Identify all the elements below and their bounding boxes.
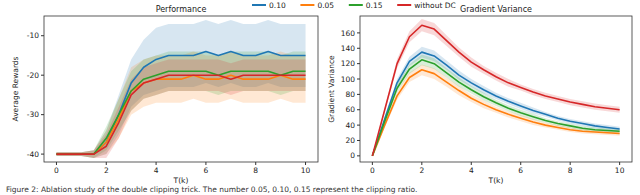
x-tick	[520, 162, 521, 165]
x-tick-label: 0	[370, 166, 375, 175]
series-line	[372, 25, 619, 156]
series-line	[56, 52, 305, 155]
y-tick-label: -20	[27, 71, 39, 80]
std-band	[56, 59, 305, 158]
legend-label: without DC	[414, 1, 456, 10]
y-tick	[41, 75, 44, 76]
legend: 0.10 0.05 0.15 without DC	[252, 1, 456, 10]
chart-title: Gradient Variance	[460, 5, 532, 14]
y-tick	[357, 155, 360, 156]
x-tick-label: 8	[253, 166, 258, 175]
std-band	[56, 52, 305, 159]
x-axis-label: T(k)	[173, 176, 189, 185]
x-tick-label: 6	[518, 166, 523, 175]
x-tick	[255, 162, 256, 165]
y-tick-label: 160	[341, 29, 356, 38]
x-tick-label: 2	[104, 166, 109, 175]
legend-swatch	[252, 4, 266, 6]
x-tick	[570, 162, 571, 165]
y-tick	[357, 109, 360, 110]
y-tick-label: 80	[345, 90, 355, 99]
std-band	[56, 52, 305, 159]
x-tick-label: 0	[54, 166, 59, 175]
chart-title: Performance	[156, 5, 207, 14]
x-tick-label: 10	[301, 166, 311, 175]
y-tick-label: -10	[27, 31, 39, 40]
y-axis-label: Average Rewards	[11, 56, 20, 121]
y-tick-label: 0	[350, 151, 355, 160]
series-line	[372, 60, 619, 156]
y-tick-label: -30	[27, 110, 39, 119]
x-tick	[305, 162, 306, 165]
x-tick	[56, 162, 57, 165]
x-tick-label: 4	[154, 166, 159, 175]
x-tick	[205, 162, 206, 165]
x-tick	[619, 162, 620, 165]
chart: 0 2 4 6 8 10 -40 -30 -20 -10 Performance T(k) Averag…	[11, 5, 318, 185]
figure: 0 2 4 6 8 10 -40 -30 -20 -10 Performance T(k) Averag…	[0, 0, 640, 195]
y-tick-label: 60	[345, 105, 355, 114]
plot-area	[372, 19, 619, 156]
y-tick	[357, 48, 360, 49]
caption: Figure 2: Ablation study of the double c…	[6, 185, 417, 194]
series-line	[56, 75, 305, 154]
legend-label: 0.10	[269, 1, 286, 10]
std-band	[56, 20, 305, 158]
y-tick	[357, 94, 360, 95]
x-tick	[156, 162, 157, 165]
y-tick	[357, 125, 360, 126]
x-axis-label: T(k)	[488, 176, 504, 185]
x-tick	[106, 162, 107, 165]
y-tick-label: 100	[341, 75, 356, 84]
y-tick	[41, 35, 44, 36]
legend-swatch	[397, 4, 411, 6]
y-tick	[357, 32, 360, 33]
y-tick-label: -40	[27, 150, 39, 159]
y-tick	[41, 114, 44, 115]
frame	[360, 16, 632, 162]
legend-swatch	[300, 4, 314, 6]
plot-area	[56, 20, 305, 158]
y-tick-label: 40	[345, 121, 355, 130]
x-tick-label: 6	[204, 166, 209, 175]
series-line	[56, 71, 305, 154]
y-tick-label: 120	[341, 59, 356, 68]
y-tick	[41, 154, 44, 155]
x-tick-label: 10	[615, 166, 625, 175]
y-tick-label: 140	[341, 44, 356, 53]
y-axis-label: Gradient Variance	[327, 55, 336, 123]
x-tick	[471, 162, 472, 165]
x-tick-label: 4	[469, 166, 474, 175]
series-line	[56, 75, 305, 154]
series-line	[372, 70, 619, 156]
y-tick-label: 20	[345, 136, 355, 145]
frame	[44, 16, 318, 162]
x-tick-label: 2	[419, 166, 424, 175]
x-tick-label: 8	[568, 166, 573, 175]
std-band	[372, 19, 619, 156]
y-tick	[357, 63, 360, 64]
y-tick	[357, 140, 360, 141]
chart: 0246810020406080100120140160Gradient Var…	[327, 5, 632, 185]
y-tick	[357, 79, 360, 80]
legend-swatch	[349, 4, 363, 6]
x-tick	[421, 162, 422, 165]
x-tick	[372, 162, 373, 165]
legend-label: 0.05	[317, 1, 334, 10]
legend-label: 0.15	[366, 1, 383, 10]
